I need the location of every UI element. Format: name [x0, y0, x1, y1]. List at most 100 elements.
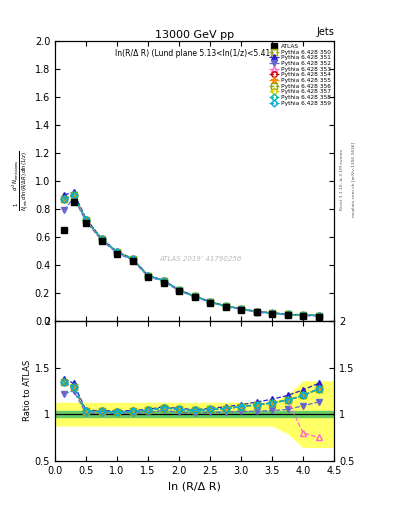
Pythia 6.428 350: [62, 196, 67, 202]
Pythia 6.428 359: [223, 303, 228, 309]
Pythia 6.428 351: [223, 303, 228, 309]
Pythia 6.428 350: [239, 306, 243, 312]
ATLAS: [192, 294, 197, 300]
Line: Pythia 6.428 351: Pythia 6.428 351: [62, 189, 321, 318]
Pythia 6.428 356: [115, 249, 119, 255]
Pythia 6.428 352: [254, 309, 259, 315]
Line: Pythia 6.428 356: Pythia 6.428 356: [62, 192, 321, 318]
ATLAS: [285, 312, 290, 318]
Pythia 6.428 352: [239, 306, 243, 312]
Pythia 6.428 358: [115, 249, 119, 255]
Pythia 6.428 353: [115, 249, 119, 255]
ATLAS: [223, 304, 228, 310]
Y-axis label: $\frac{1}{N_\mathrm{jets}}\frac{d^2 N_\mathrm{emissions}}{d\ln(R/\Delta R)\,d\ln: $\frac{1}{N_\mathrm{jets}}\frac{d^2 N_\m…: [10, 151, 31, 211]
Pythia 6.428 353: [161, 278, 166, 284]
Pythia 6.428 357: [208, 298, 212, 305]
Pythia 6.428 357: [254, 309, 259, 315]
Pythia 6.428 350: [161, 278, 166, 284]
Pythia 6.428 356: [71, 192, 76, 198]
Pythia 6.428 356: [254, 309, 259, 315]
Pythia 6.428 353: [270, 310, 274, 316]
Pythia 6.428 352: [115, 250, 119, 256]
Pythia 6.428 350: [254, 309, 259, 315]
Pythia 6.428 353: [316, 312, 321, 318]
ATLAS: [62, 227, 67, 233]
Pythia 6.428 355: [146, 273, 151, 279]
Line: Pythia 6.428 353: Pythia 6.428 353: [62, 192, 321, 318]
Pythia 6.428 359: [254, 309, 259, 315]
Pythia 6.428 355: [177, 287, 182, 293]
Pythia 6.428 351: [301, 312, 305, 318]
Pythia 6.428 354: [84, 217, 88, 223]
Line: Pythia 6.428 350: Pythia 6.428 350: [62, 192, 321, 318]
Line: Pythia 6.428 352: Pythia 6.428 352: [62, 195, 321, 319]
Pythia 6.428 351: [115, 248, 119, 254]
Pythia 6.428 358: [239, 306, 243, 312]
Pythia 6.428 352: [177, 288, 182, 294]
Pythia 6.428 354: [285, 311, 290, 317]
Pythia 6.428 350: [301, 312, 305, 318]
Pythia 6.428 353: [99, 236, 104, 242]
Pythia 6.428 353: [84, 217, 88, 223]
Pythia 6.428 352: [71, 195, 76, 201]
Pythia 6.428 351: [192, 293, 197, 299]
Line: ATLAS: ATLAS: [62, 199, 321, 319]
Pythia 6.428 358: [208, 298, 212, 305]
Pythia 6.428 351: [285, 311, 290, 317]
Pythia 6.428 359: [301, 312, 305, 318]
Pythia 6.428 353: [223, 303, 228, 309]
Pythia 6.428 351: [208, 298, 212, 305]
Pythia 6.428 355: [208, 298, 212, 305]
ATLAS: [71, 199, 76, 205]
Pythia 6.428 350: [316, 312, 321, 318]
Pythia 6.428 357: [177, 287, 182, 293]
ATLAS: [239, 307, 243, 313]
Pythia 6.428 358: [285, 311, 290, 317]
ATLAS: [84, 220, 88, 226]
Pythia 6.428 358: [270, 310, 274, 316]
Pythia 6.428 354: [223, 303, 228, 309]
Pythia 6.428 356: [316, 312, 321, 318]
ATLAS: [316, 313, 321, 319]
Pythia 6.428 355: [239, 306, 243, 312]
Pythia 6.428 350: [192, 293, 197, 300]
Pythia 6.428 359: [115, 249, 119, 255]
Pythia 6.428 353: [177, 287, 182, 293]
Pythia 6.428 352: [208, 300, 212, 306]
Pythia 6.428 351: [99, 235, 104, 241]
Pythia 6.428 356: [177, 287, 182, 293]
Pythia 6.428 352: [161, 279, 166, 285]
Pythia 6.428 356: [130, 256, 135, 262]
Pythia 6.428 352: [62, 207, 67, 214]
ATLAS: [270, 311, 274, 317]
Pythia 6.428 351: [270, 310, 274, 316]
Pythia 6.428 358: [99, 236, 104, 242]
Pythia 6.428 358: [161, 278, 166, 284]
Line: Pythia 6.428 354: Pythia 6.428 354: [62, 192, 321, 318]
Pythia 6.428 351: [239, 306, 243, 312]
Pythia 6.428 356: [208, 298, 212, 305]
Pythia 6.428 358: [146, 273, 151, 279]
Pythia 6.428 353: [130, 256, 135, 262]
Pythia 6.428 351: [316, 312, 321, 318]
Pythia 6.428 354: [99, 236, 104, 242]
Pythia 6.428 353: [146, 273, 151, 279]
Text: Jets: Jets: [316, 27, 334, 37]
ATLAS: [254, 309, 259, 315]
Pythia 6.428 356: [223, 303, 228, 309]
Pythia 6.428 352: [146, 273, 151, 280]
Pythia 6.428 359: [316, 312, 321, 318]
Pythia 6.428 354: [192, 293, 197, 300]
Pythia 6.428 350: [146, 273, 151, 279]
Pythia 6.428 350: [208, 298, 212, 305]
Pythia 6.428 350: [285, 311, 290, 317]
Pythia 6.428 359: [84, 217, 88, 223]
Pythia 6.428 357: [316, 312, 321, 318]
Pythia 6.428 359: [99, 236, 104, 242]
Pythia 6.428 358: [223, 303, 228, 309]
Pythia 6.428 358: [192, 293, 197, 300]
Pythia 6.428 355: [161, 278, 166, 284]
Pythia 6.428 351: [177, 287, 182, 293]
Pythia 6.428 353: [254, 309, 259, 315]
Pythia 6.428 359: [285, 311, 290, 317]
